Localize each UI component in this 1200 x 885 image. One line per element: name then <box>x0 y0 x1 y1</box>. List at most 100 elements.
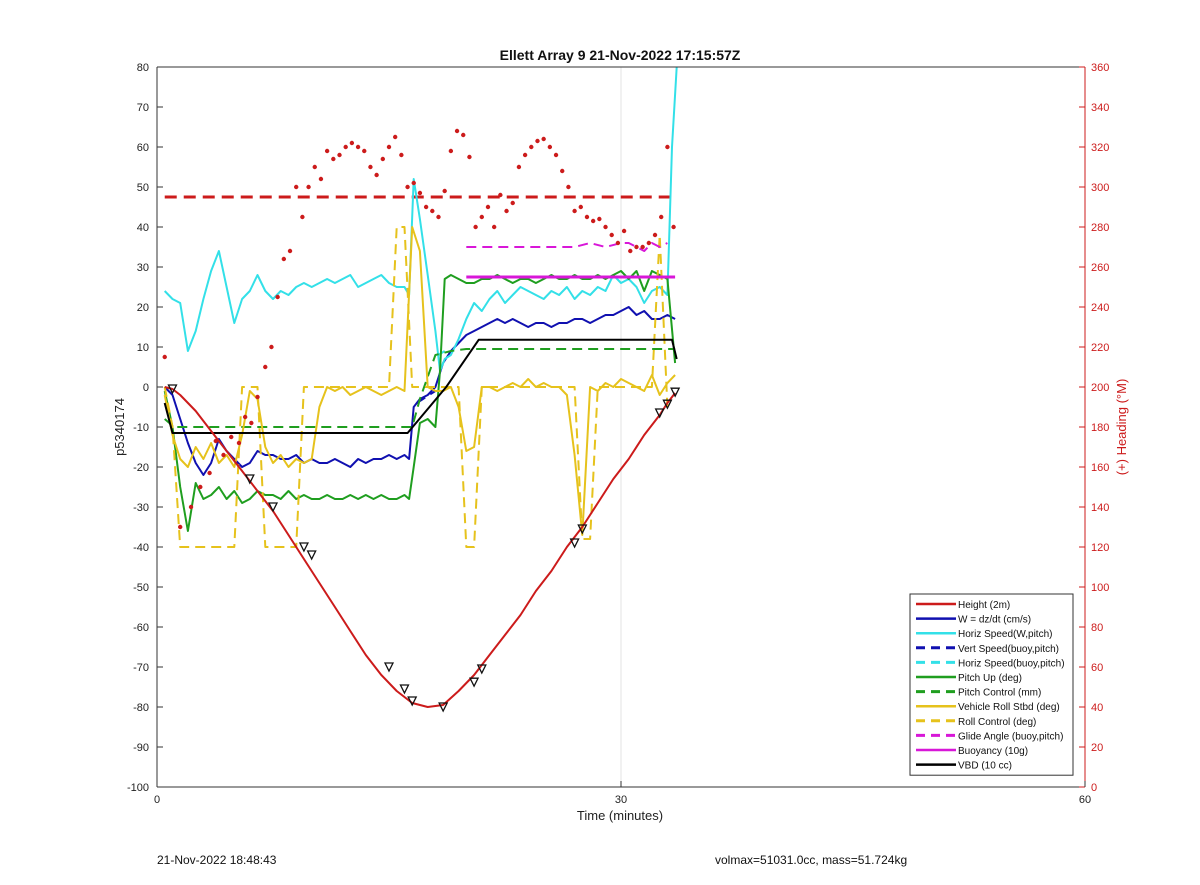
heading-point <box>547 144 553 150</box>
heading-point <box>162 354 167 360</box>
heading-point <box>430 208 435 214</box>
y2-tick-label: 120 <box>1091 542 1109 554</box>
height-marker <box>244 474 255 485</box>
y-tick-label: -30 <box>133 502 149 514</box>
legend-label: Vehicle Roll Stbd (deg) <box>958 702 1060 713</box>
y2-tick-label: 240 <box>1091 302 1109 314</box>
y-tick-label: -60 <box>133 622 149 634</box>
y-tick-label: 70 <box>137 102 149 114</box>
y-tick-label: -90 <box>133 742 149 754</box>
heading-point <box>362 148 367 154</box>
heading-point <box>646 240 652 246</box>
heading-point <box>417 190 423 196</box>
y2-tick-label: 20 <box>1091 742 1103 754</box>
heading-point <box>516 164 522 170</box>
series-vehicle-roll-stbd-deg <box>163 226 676 536</box>
heading-point <box>275 294 280 300</box>
heading-point <box>269 344 274 350</box>
y2-tick-label: 80 <box>1091 622 1103 634</box>
heading-point <box>380 156 386 162</box>
y-tick-label: -100 <box>127 782 149 794</box>
series-roll-control-deg <box>163 226 669 548</box>
y2-tick-label: 0 <box>1091 782 1097 794</box>
heading-point <box>355 144 361 150</box>
footer-timestamp: 21-Nov-2022 18:48:43 <box>157 853 277 867</box>
legend-label: Pitch Up (deg) <box>958 673 1022 684</box>
heading-point <box>306 184 311 190</box>
heading-point <box>671 224 676 230</box>
height-marker <box>577 524 588 535</box>
heading-point <box>535 138 540 144</box>
heading-point <box>578 204 583 210</box>
y-tick-label: -10 <box>133 422 149 434</box>
heading-point <box>541 136 546 142</box>
heading-point <box>287 248 293 254</box>
heading-point <box>386 144 392 150</box>
x-axis-label: Time (minutes) <box>577 808 663 823</box>
heading-point <box>603 224 608 230</box>
height-marker <box>476 664 487 675</box>
heading-point <box>213 438 218 444</box>
height-marker <box>670 387 681 398</box>
height-marker <box>407 696 418 707</box>
legend-label: VBD (10 cc) <box>958 761 1012 772</box>
heading-point <box>590 218 596 224</box>
height-marker <box>654 408 665 419</box>
y2-tick-label: 340 <box>1091 102 1109 114</box>
heading-point <box>615 240 621 246</box>
series-horiz-speed-w-pitch <box>163 66 678 372</box>
y-tick-label: -80 <box>133 702 149 714</box>
axis-layer: 80706050403020100-10-20-30-40-50-60-70-8… <box>127 62 1109 806</box>
heading-point <box>331 156 336 162</box>
legend: Height (2m) W = dz/dt (cm/s) Horiz Speed(W… <box>909 593 1074 776</box>
height-marker <box>306 550 317 561</box>
heading-point <box>411 180 416 186</box>
heading-point <box>665 144 670 150</box>
legend-label: Roll Control (deg) <box>958 717 1036 728</box>
heading-point <box>368 164 373 170</box>
y-tick-label: 60 <box>137 142 149 154</box>
y-tick-label: 80 <box>137 62 149 74</box>
legend-label: Buoyancy (10g) <box>958 746 1028 757</box>
heading-point <box>628 248 633 254</box>
heading-point <box>263 364 268 370</box>
x-tick-label: 30 <box>615 794 627 806</box>
height-marker <box>662 399 673 410</box>
height-marker <box>469 677 480 688</box>
heading-point <box>242 414 248 420</box>
heading-point <box>522 152 528 158</box>
heading-point <box>349 140 355 146</box>
heading-point <box>399 152 404 158</box>
heading-point <box>510 200 515 206</box>
y2-tick-label: 100 <box>1091 582 1109 594</box>
series-pitch-up-deg <box>163 270 677 532</box>
series-vbd-10-cc <box>163 338 678 434</box>
y2-tick-label: 140 <box>1091 502 1109 514</box>
y-tick-label: -70 <box>133 662 149 674</box>
series-glide-angle-buoy-pitch <box>466 242 668 252</box>
y2-tick-label: 160 <box>1091 462 1109 474</box>
series-height-2m <box>164 386 676 708</box>
height-marker <box>167 384 178 395</box>
heading-point <box>560 168 565 174</box>
heading-point <box>343 144 348 150</box>
heading-point <box>318 176 324 182</box>
height-marker <box>399 684 410 695</box>
height-marker <box>267 502 279 513</box>
legend-label: Height (2m) <box>958 600 1010 611</box>
y-tick-label: -40 <box>133 542 149 554</box>
heading-point <box>236 440 242 446</box>
heading-point <box>229 434 234 440</box>
heading-point <box>392 134 398 140</box>
footer-summary: volmax=51031.0cc, mass=51.724kg <box>715 853 908 867</box>
height-marker <box>438 702 449 713</box>
legend-box <box>909 593 1074 776</box>
legend-label: Horiz Speed(W,pitch) <box>958 629 1052 640</box>
y2-tick-label: 60 <box>1091 662 1103 674</box>
y-tick-label: 40 <box>137 222 149 234</box>
heading-point <box>221 452 226 458</box>
y2-tick-label: 40 <box>1091 702 1103 714</box>
heading-point <box>467 154 472 160</box>
heading-point <box>300 214 305 220</box>
y-tick-label: 30 <box>137 262 149 274</box>
